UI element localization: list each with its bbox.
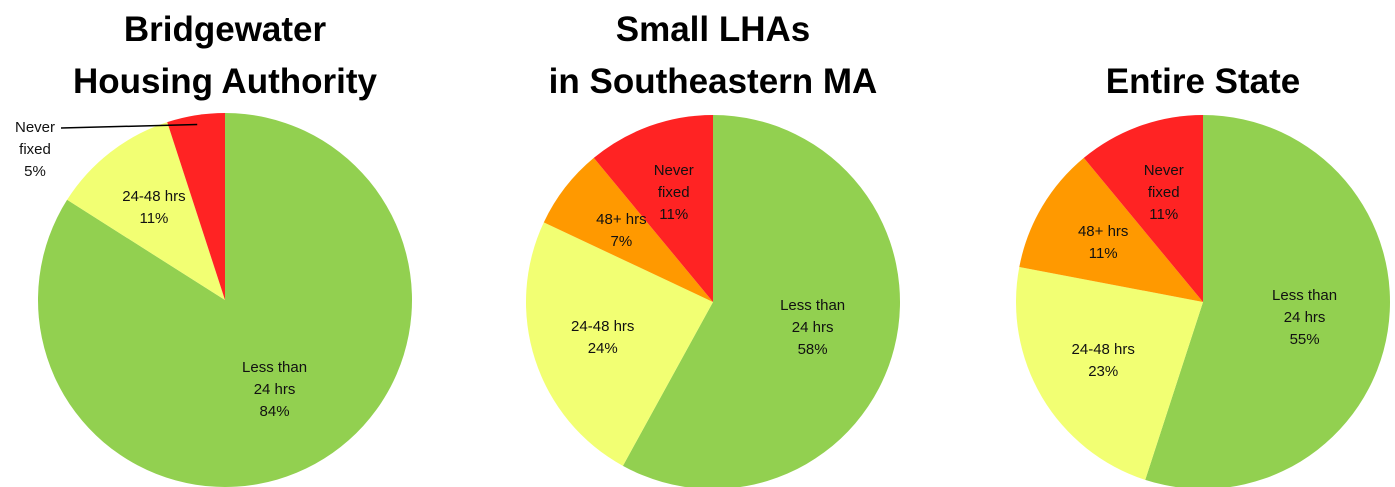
pie-slice [167,113,225,300]
pie-slice [1019,157,1203,302]
data-label: Less than 24 hrs 84% [239,357,311,423]
leader-line [60,123,198,129]
category-label: 24-48 hrs [1071,341,1135,359]
data-label: 24-48 hrs 24% [567,316,639,360]
data-label: Never fixed 11% [638,160,710,226]
value-label: 23% [1088,363,1119,381]
chart-title: Housing Authority [73,62,377,101]
value-label: 58% [797,340,828,358]
value-label: 11% [139,210,169,228]
category-label: Never fixed [1143,161,1184,201]
pie-slice [1083,115,1203,302]
value-label: 7% [610,232,633,250]
value-label: 24% [587,339,618,357]
data-label: Less than 24 hrs 58% [777,295,849,361]
chart-title: Bridgewater [123,10,327,49]
pie-slice [67,122,225,300]
category-label: Less than 24 hrs [780,296,846,336]
value-label: 11% [659,205,689,223]
category-label: 48+ hrs [1077,222,1129,240]
category-label: 24-48 hrs [122,188,186,206]
data-label: 48+ hrs 11% [1067,221,1139,265]
value-label: 5% [24,163,46,180]
category-label: 24-48 hrs [571,317,635,335]
pie-slice [593,115,713,302]
pie-slice [526,222,713,466]
category-label: Less than 24 hrs [1272,287,1338,327]
pie-slice [1145,115,1390,487]
chart-title: Entire State [1105,62,1301,101]
category-label: Never fixed [653,161,694,201]
data-label: 48+ hrs 7% [585,209,657,253]
value-label: 11% [1088,244,1118,262]
category-label: Less than 24 hrs [242,359,308,399]
data-label: 24-48 hrs 11% [118,186,190,230]
data-label: Never fixed 11% [1128,160,1200,226]
value-label: 55% [1289,331,1320,349]
chart-title: in Southeastern MA [548,62,878,101]
pie-slice [1015,266,1203,480]
pie-slice [622,115,900,487]
data-label: Never fixed 5% [0,117,71,183]
chart-title: Small LHAs [615,10,811,49]
data-label: Less than 24 hrs 55% [1269,285,1341,351]
value-label: 11% [1149,205,1179,223]
category-label: Never fixed [14,119,55,158]
data-label: 24-48 hrs 23% [1067,339,1139,383]
pie-slice [543,157,713,302]
value-label: 84% [259,403,290,421]
category-label: 48+ hrs [596,210,647,228]
